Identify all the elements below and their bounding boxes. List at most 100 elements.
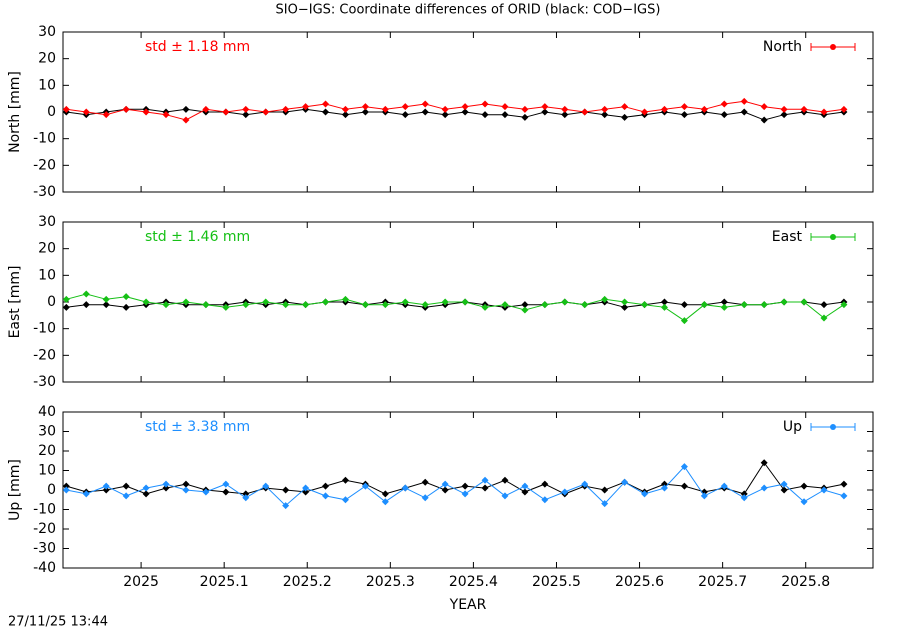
data-point (222, 303, 230, 311)
y-tick-label: -10 (33, 321, 56, 337)
data-point (282, 486, 290, 494)
data-point (62, 482, 70, 490)
data-point (481, 111, 489, 119)
series-line (66, 108, 844, 121)
data-point (700, 492, 708, 500)
y-tick-label: 20 (38, 51, 56, 67)
data-point (82, 490, 90, 498)
data-point (601, 111, 609, 119)
data-point (302, 103, 310, 111)
data-point (102, 482, 110, 490)
data-point (142, 484, 150, 492)
data-point (182, 116, 190, 124)
data-point (521, 482, 529, 490)
data-point (561, 488, 569, 496)
annotation: std ± 1.46 mm (145, 229, 250, 245)
data-point (740, 97, 748, 105)
data-point (441, 298, 449, 306)
data-point (341, 295, 349, 303)
data-point (541, 103, 549, 111)
y-axis-label: Up [mm] (7, 459, 23, 521)
data-point (521, 488, 529, 496)
data-point (421, 100, 429, 108)
data-point (800, 298, 808, 306)
legend-label: East (772, 229, 803, 245)
data-point (122, 303, 130, 311)
data-point (282, 502, 290, 510)
y-axis-label: East [mm] (7, 266, 23, 339)
data-point (122, 293, 130, 301)
data-point (581, 480, 589, 488)
series-line (66, 100, 844, 121)
data-point (102, 486, 110, 494)
x-tick-label: 2025 (123, 574, 159, 590)
annotation: std ± 3.38 mm (145, 419, 250, 435)
data-point (142, 108, 150, 116)
data-point (202, 488, 210, 496)
data-point (421, 301, 429, 309)
series-line (66, 461, 844, 495)
data-point (641, 301, 649, 309)
data-point (581, 301, 589, 309)
data-point (820, 301, 828, 309)
data-point (62, 486, 70, 494)
data-point (242, 105, 250, 113)
x-tick-label: 2025.2 (283, 574, 332, 590)
data-point (481, 476, 489, 484)
y-tick-label: 0 (47, 482, 56, 498)
y-tick-label: 10 (38, 77, 56, 93)
data-point (680, 301, 688, 309)
data-point (441, 480, 449, 488)
data-point (720, 298, 728, 306)
data-point (720, 100, 728, 108)
series-line (66, 293, 845, 322)
data-point (441, 486, 449, 494)
data-point (361, 108, 369, 116)
data-point (282, 105, 290, 113)
data-point (621, 113, 629, 121)
data-point (521, 105, 529, 113)
data-point (481, 484, 489, 492)
series-line (66, 301, 844, 308)
y-tick-label: -20 (33, 157, 56, 173)
data-point (421, 478, 429, 486)
data-point (381, 490, 389, 498)
data-point (760, 459, 768, 467)
data-point (760, 116, 768, 124)
data-point (401, 103, 409, 111)
data-point (401, 111, 409, 119)
data-point (680, 111, 688, 119)
data-point (461, 490, 469, 498)
data-point (621, 478, 629, 486)
data-point (720, 303, 728, 311)
data-point (122, 482, 130, 490)
data-point (700, 301, 708, 309)
data-point (740, 301, 748, 309)
data-point (322, 298, 330, 306)
data-point (361, 301, 369, 309)
data-point (541, 496, 549, 504)
legend-label: North (763, 39, 802, 55)
y-tick-label: -10 (33, 502, 56, 518)
y-tick-label: -20 (33, 521, 56, 537)
data-point (182, 480, 190, 488)
y-tick-label: 40 (38, 404, 56, 420)
legend-marker (830, 424, 836, 430)
data-point (680, 463, 688, 471)
data-point (601, 500, 609, 508)
data-point (62, 105, 70, 113)
data-point (302, 484, 310, 492)
data-point (182, 105, 190, 113)
data-point (182, 298, 190, 306)
legend-marker (830, 234, 836, 240)
y-tick-label: -10 (33, 131, 56, 147)
series-line (66, 465, 845, 507)
data-point (262, 298, 270, 306)
data-point (381, 105, 389, 113)
data-point (760, 103, 768, 111)
data-point (62, 303, 70, 311)
data-point (341, 496, 349, 504)
data-point (142, 490, 150, 498)
data-point (541, 480, 549, 488)
